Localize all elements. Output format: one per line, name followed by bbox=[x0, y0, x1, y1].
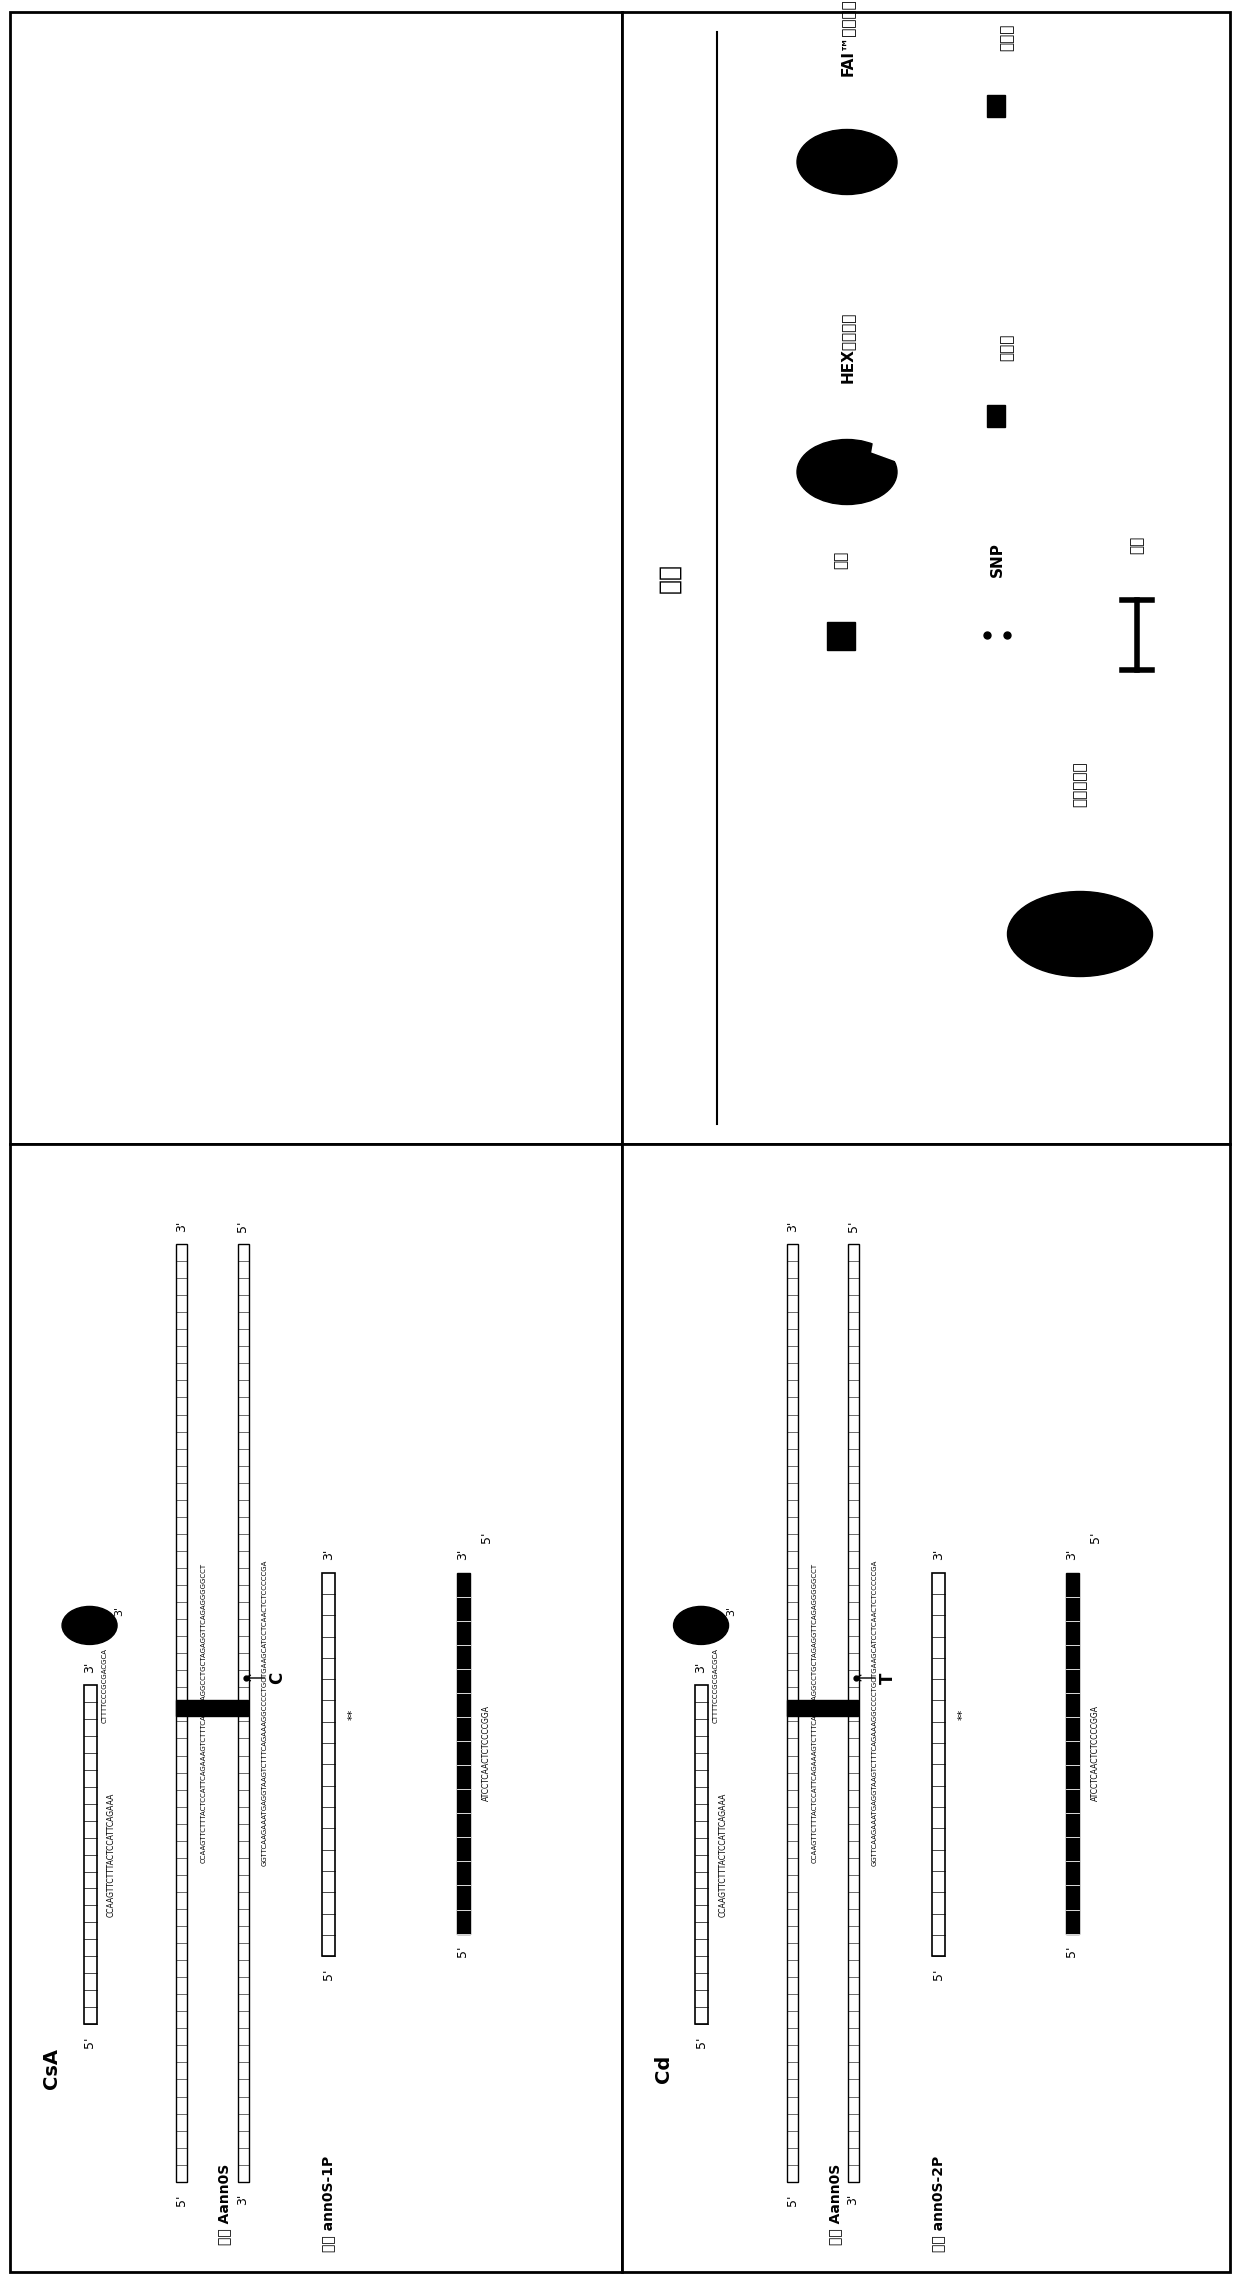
Text: FAI™荧光基团: FAI™荧光基团 bbox=[839, 0, 854, 75]
Text: 5': 5' bbox=[480, 1532, 494, 1544]
Text: SNP: SNP bbox=[990, 542, 1004, 576]
Bar bbox=[622, 11, 1230, 1144]
Text: CCAAGTTCTTTACTCCATTCAGAAAGTCTTTCAGAAAGGCCTGCTAGAGGTTCAGAGGGGGCCT: CCAAGTTCTTTACTCCATTCAGAAAGTCTTTCAGAAAGGC… bbox=[811, 1562, 817, 1864]
Text: 3': 3' bbox=[236, 2193, 249, 2205]
Bar bbox=[787, 1699, 858, 1715]
Text: 探针 ann0S-2P: 探针 ann0S-2P bbox=[931, 2157, 945, 2253]
Ellipse shape bbox=[797, 130, 897, 194]
Text: T: T bbox=[879, 1672, 897, 1683]
Text: Cd: Cd bbox=[655, 2054, 673, 2083]
Bar bbox=[322, 1573, 335, 1955]
Bar bbox=[10, 11, 622, 1144]
Text: 5': 5' bbox=[1065, 1946, 1079, 1958]
Text: 5': 5' bbox=[236, 1221, 249, 1233]
Bar bbox=[456, 1573, 470, 1933]
Text: 3': 3' bbox=[1065, 1548, 1079, 1560]
Text: 5': 5' bbox=[83, 2035, 95, 2047]
Text: CCAAGTTCTTTACTCCATTCAGAAA: CCAAGTTCTTTACTCCATTCAGAAA bbox=[107, 1793, 117, 1917]
Bar bbox=[176, 1244, 187, 2182]
Text: GGTTCAAGAAATGAGGTAAGTCTTTCAGAAAGGCCCCTGCTGAAGCATCCTCAACTCTCCCCCGA: GGTTCAAGAAATGAGGTAAGTCTTTCAGAAAGGCCCCTGC… bbox=[262, 1560, 268, 1866]
Text: 3': 3' bbox=[727, 1605, 737, 1615]
Text: 5': 5' bbox=[931, 1969, 945, 1981]
Text: CsA: CsA bbox=[42, 2049, 62, 2090]
Bar bbox=[1066, 1573, 1079, 1933]
Bar bbox=[83, 1686, 97, 2024]
Bar bbox=[10, 1144, 622, 2271]
Text: 5': 5' bbox=[175, 2193, 188, 2205]
Text: 3': 3' bbox=[694, 1663, 708, 1674]
Bar bbox=[987, 405, 1004, 428]
Bar bbox=[696, 1686, 708, 2024]
Text: 图例: 图例 bbox=[657, 563, 681, 592]
Text: HEX荧光基团: HEX荧光基团 bbox=[839, 311, 854, 382]
Text: 3': 3' bbox=[456, 1548, 470, 1560]
Text: 5': 5' bbox=[321, 1969, 335, 1981]
Text: 后引物: 后引物 bbox=[999, 334, 1014, 361]
Text: 3': 3' bbox=[175, 1221, 188, 1233]
Text: C: C bbox=[269, 1672, 286, 1683]
Text: 5': 5' bbox=[1090, 1532, 1102, 1544]
Wedge shape bbox=[872, 419, 906, 464]
Ellipse shape bbox=[1007, 892, 1152, 977]
Text: 模板: 模板 bbox=[1130, 535, 1145, 553]
Bar bbox=[932, 1573, 945, 1955]
Text: CCAAGTTCTTTACTCCATTCAGAAAGTCTTTCAGAAAGGCCTGCTAGAGGTTCAGAGGGGGCCT: CCAAGTTCTTTACTCCATTCAGAAAGTCTTTCAGAAAGGC… bbox=[201, 1562, 206, 1864]
Bar bbox=[848, 1244, 859, 2182]
Bar bbox=[827, 622, 856, 650]
Text: 小沟结合物: 小沟结合物 bbox=[1073, 762, 1087, 807]
Text: 3': 3' bbox=[847, 2193, 859, 2205]
Text: 探针 ann0S-1P: 探针 ann0S-1P bbox=[321, 2157, 335, 2253]
Ellipse shape bbox=[673, 1605, 729, 1644]
Text: 前引物: 前引物 bbox=[999, 23, 1014, 50]
Text: 引物 Aann0S: 引物 Aann0S bbox=[217, 2164, 231, 2246]
Bar bbox=[622, 1144, 1230, 2271]
Text: 引物 Aann0S: 引物 Aann0S bbox=[828, 2164, 842, 2246]
Text: 3': 3' bbox=[321, 1548, 335, 1560]
Text: 探针: 探针 bbox=[833, 551, 848, 569]
Text: **: ** bbox=[347, 1708, 357, 1720]
Text: 3': 3' bbox=[786, 1221, 799, 1233]
Text: CTTTTCCCGCGACGCA: CTTTTCCCGCGACGCA bbox=[713, 1649, 719, 1722]
Bar bbox=[238, 1244, 248, 2182]
Ellipse shape bbox=[797, 439, 897, 505]
Text: 3': 3' bbox=[83, 1663, 95, 1674]
Text: ATCCTCAACTCTCCCCGGA: ATCCTCAACTCTCCCCGGA bbox=[482, 1706, 491, 1802]
Text: 3': 3' bbox=[114, 1605, 124, 1615]
Text: 5': 5' bbox=[456, 1946, 470, 1958]
Bar bbox=[787, 1244, 799, 2182]
Text: 3': 3' bbox=[931, 1548, 945, 1560]
Text: GGTTCAAGAAATGAGGTAAGTCTTTCAGAAAGGCCCCTGCTGAAGCATCCTCAACTCTCCCCCGA: GGTTCAAGAAATGAGGTAAGTCTTTCAGAAAGGCCCCTGC… bbox=[872, 1560, 878, 1866]
Bar bbox=[987, 96, 1004, 117]
Text: 5': 5' bbox=[694, 2035, 708, 2047]
Bar bbox=[176, 1699, 248, 1715]
Ellipse shape bbox=[62, 1605, 117, 1644]
Text: 5': 5' bbox=[847, 1221, 859, 1233]
Text: 5': 5' bbox=[786, 2193, 799, 2205]
Text: CCAAGTTCTTTACTCCATTCAGAAA: CCAAGTTCTTTACTCCATTCAGAAA bbox=[718, 1793, 728, 1917]
Text: CTTTTCCCGCGACGCA: CTTTTCCCGCGACGCA bbox=[102, 1649, 108, 1722]
Text: ATCCTCAACTCTCCCCGGA: ATCCTCAACTCTCCCCGGA bbox=[1091, 1706, 1100, 1802]
Text: **: ** bbox=[957, 1708, 967, 1720]
